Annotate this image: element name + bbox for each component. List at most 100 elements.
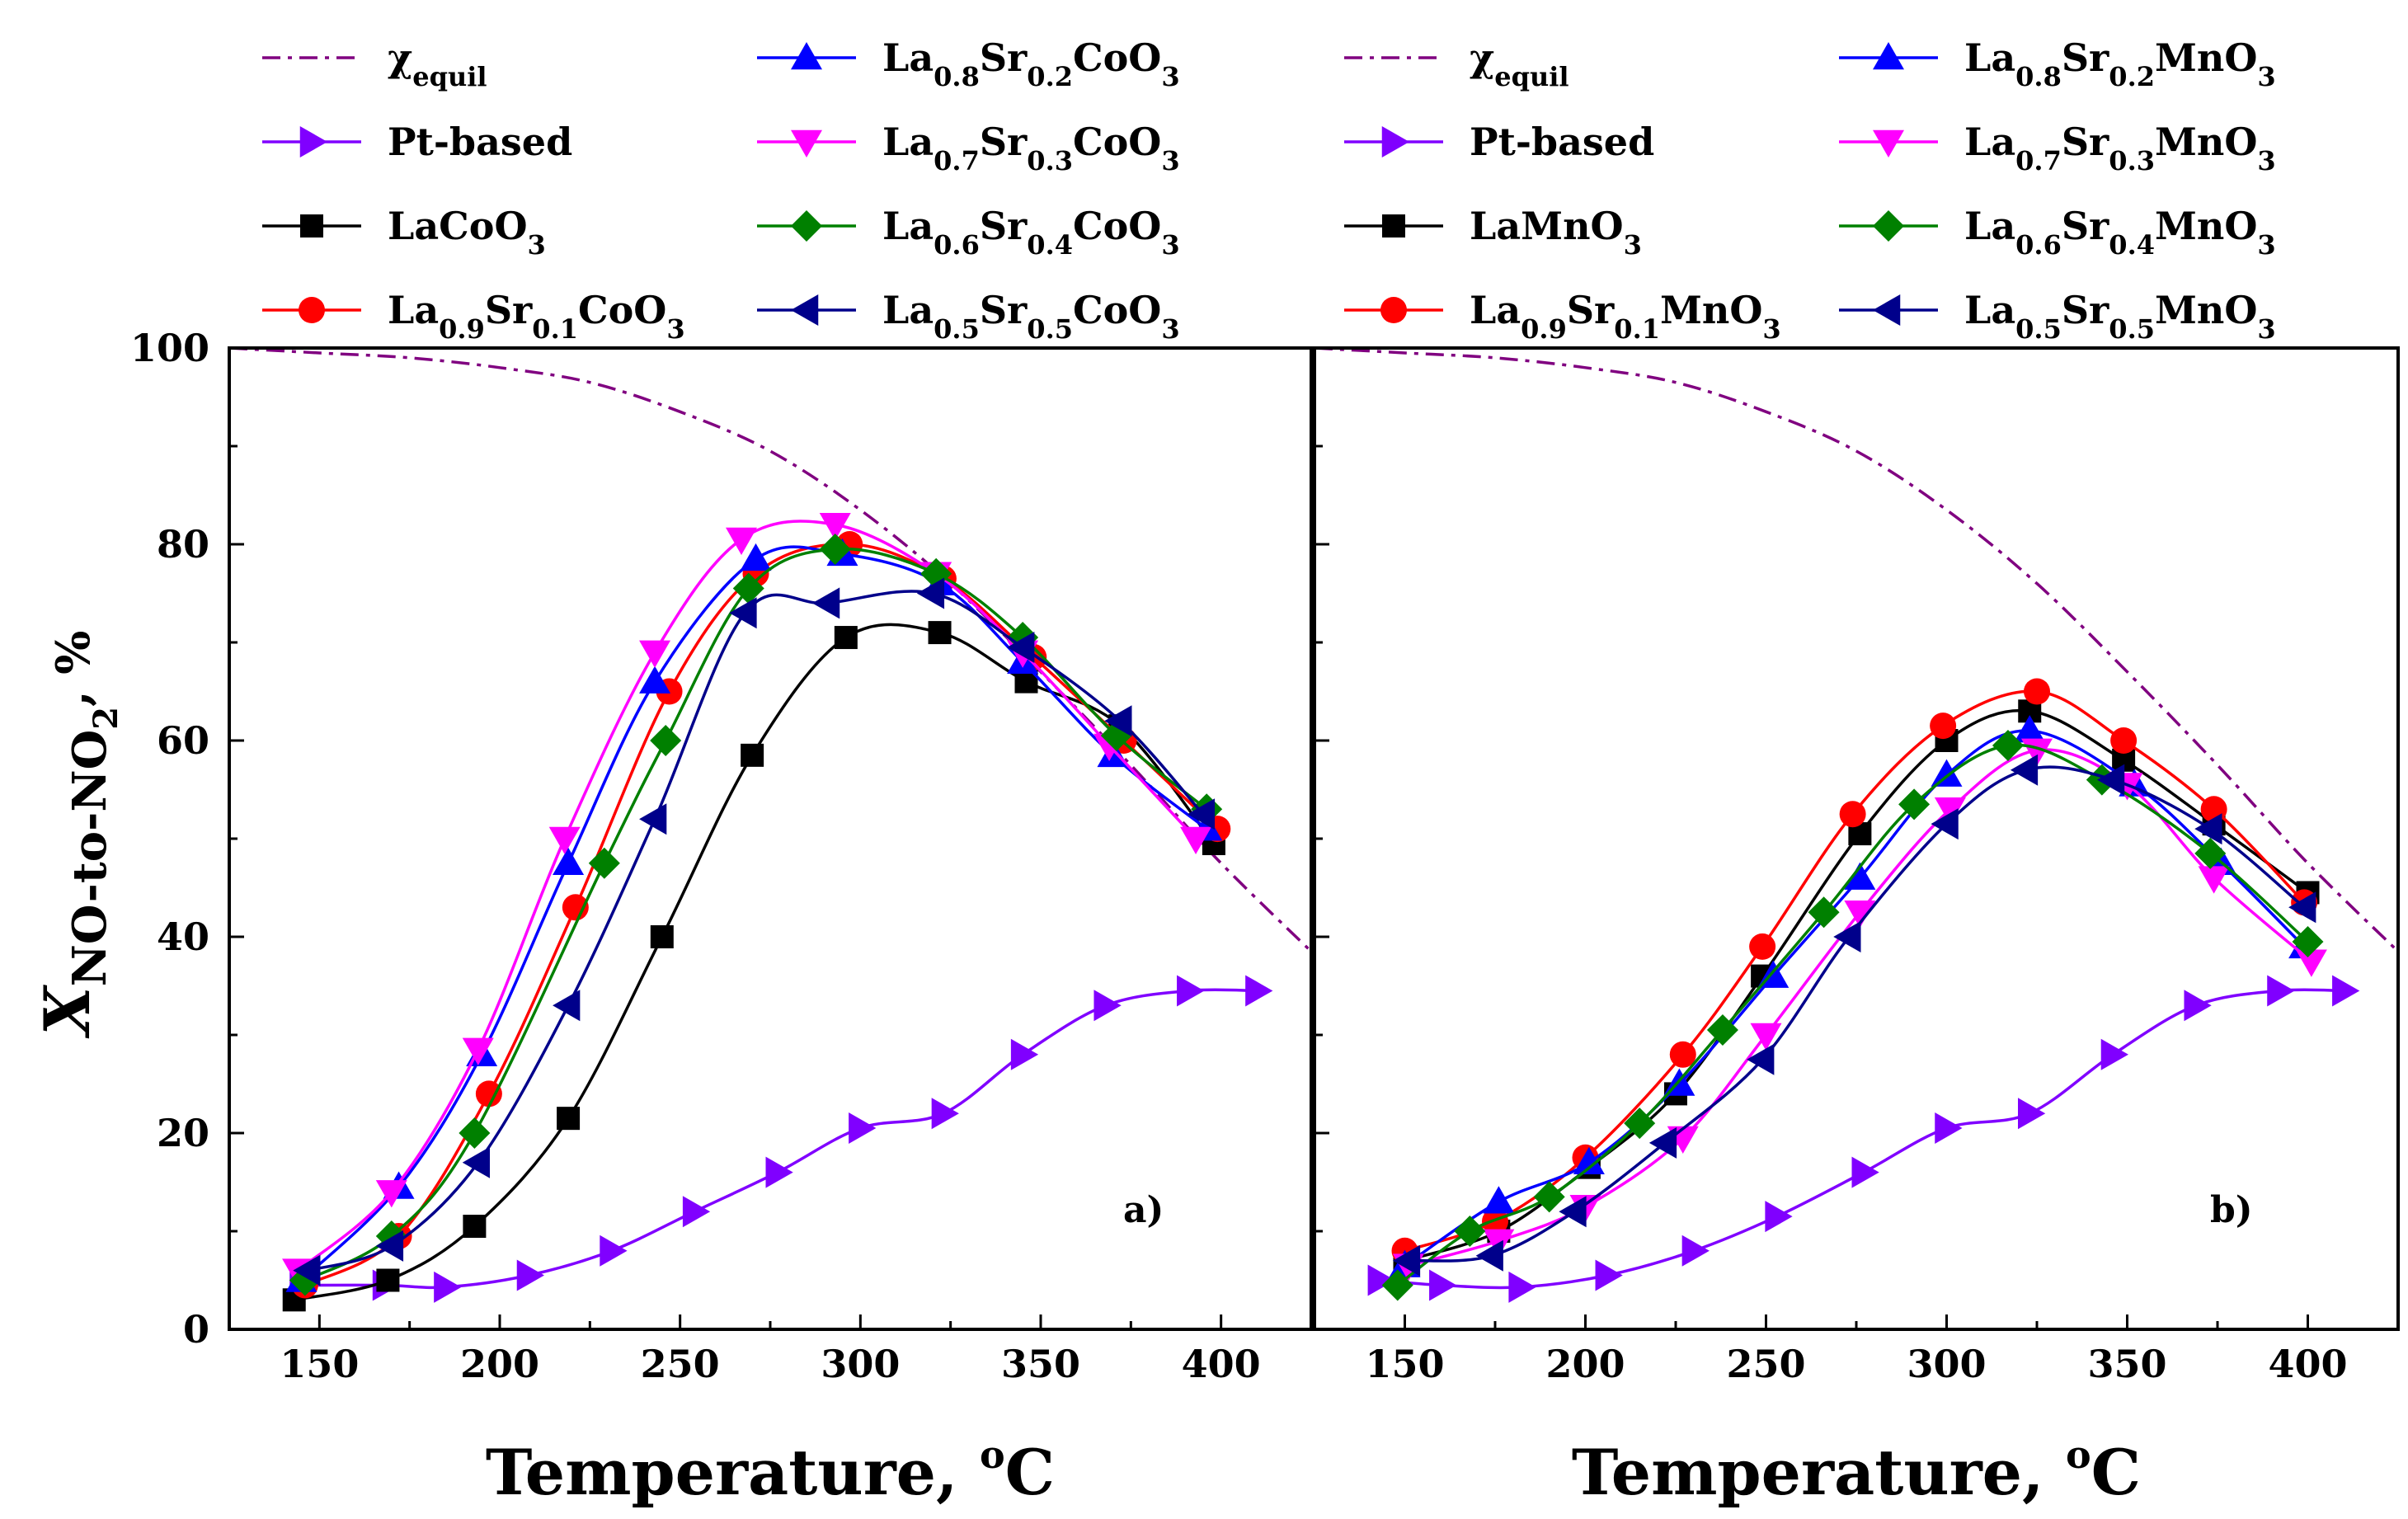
data-point [2332, 975, 2360, 1007]
data-point [849, 1112, 877, 1145]
panel-label: b) [2210, 1189, 2253, 1231]
data-point [562, 894, 589, 921]
data-point [1833, 921, 1861, 952]
data-point [1898, 788, 1931, 821]
data-point [553, 990, 581, 1022]
legend-label: La0.6Sr0.4MnO3 [1964, 204, 2276, 261]
legend-item: Pt-based [262, 120, 572, 164]
legend-marker [1380, 297, 1407, 323]
legend-item: La0.5Sr0.5CoO3 [757, 288, 1180, 345]
equilibrium-curve [1315, 348, 2398, 953]
legend-marker [299, 297, 325, 323]
data-point [462, 1037, 494, 1065]
panel-label: a) [1123, 1189, 1164, 1231]
series-La0.5Sr0.5MnO3 [1392, 754, 2316, 1277]
data-point [2295, 949, 2327, 977]
data-point [740, 543, 772, 571]
y-tick-label: 100 [130, 326, 209, 370]
series-LaCoO3 [282, 621, 1225, 1312]
data-point [1750, 1023, 1782, 1051]
x-tick-label: 200 [1545, 1342, 1625, 1386]
x-tick-label: 250 [1726, 1342, 1805, 1386]
data-point [516, 1259, 544, 1291]
legend-label: La0.8Sr0.2MnO3 [1964, 35, 2276, 92]
data-point [2010, 754, 2039, 786]
legend-marker [300, 214, 323, 237]
data-point [682, 1196, 711, 1228]
legend-marker [1873, 294, 1901, 326]
data-point [459, 1117, 491, 1149]
data-point [2184, 990, 2212, 1022]
series-Pt-based [289, 975, 1273, 1303]
legend-item: La0.9Sr0.1CoO3 [262, 288, 685, 345]
data-point [1624, 1108, 1656, 1140]
data-point [1839, 801, 1866, 828]
data-point [462, 1146, 491, 1178]
data-point [1595, 1259, 1623, 1291]
y-tick-label: 60 [157, 718, 209, 763]
data-point [1931, 759, 1963, 787]
data-point [639, 640, 671, 668]
data-point [2110, 727, 2138, 754]
data-point [1483, 1186, 1515, 1214]
data-point [600, 1234, 628, 1267]
legend-marker [791, 210, 822, 242]
legend-label: χequil [1470, 35, 1569, 92]
legend-marker [1873, 42, 1904, 70]
data-point [2017, 1098, 2046, 1130]
legend-item: La0.6Sr0.4MnO3 [1839, 204, 2276, 261]
legend-marker [1381, 126, 1409, 158]
data-point [1749, 933, 1776, 960]
data-point [1765, 1201, 1793, 1233]
y-axis-title-text: XNO-to-NO2, % [31, 631, 125, 1039]
data-point [1706, 1014, 1738, 1046]
data-point [475, 1080, 502, 1108]
legend-marker [791, 294, 819, 326]
legend-b: χequil Pt-based LaMnO3 La0.9Sr0.1MnO3 La0.8S… [1344, 35, 2276, 345]
series-line [300, 545, 1208, 1282]
data-point [2194, 837, 2227, 869]
data-point [811, 587, 840, 619]
data-point [650, 725, 682, 756]
legend-item: χequil [1344, 35, 1569, 92]
data-point [2194, 813, 2222, 845]
data-point [2292, 925, 2324, 957]
data-point [1177, 975, 1205, 1007]
series-line [304, 547, 1208, 1282]
series-Pt-based [1367, 975, 2360, 1303]
data-point [375, 1230, 404, 1262]
data-point [1533, 1181, 1565, 1213]
legend-item: Pt-based [1344, 120, 1654, 164]
data-point [2014, 715, 2046, 743]
y-axis-title: XNO-to-NO2, % [31, 631, 125, 1039]
data-point [1681, 1234, 1710, 1267]
data-point [2096, 764, 2125, 796]
legend-item: La0.9Sr0.1MnO3 [1344, 288, 1781, 345]
x-tick-label: 400 [1182, 1342, 1261, 1386]
legend-item: La0.8Sr0.2CoO3 [757, 35, 1180, 92]
data-point [834, 626, 858, 650]
data-point [2100, 1038, 2128, 1070]
legend-marker [299, 126, 327, 158]
legend-marker [791, 129, 822, 158]
data-point [1104, 705, 1132, 737]
legend-label: La0.6Sr0.4CoO3 [882, 204, 1180, 261]
data-point [1508, 1271, 1536, 1303]
legend-label: Pt-based [1470, 120, 1654, 164]
legend-label: χequil [388, 35, 487, 92]
legend-item: La0.6Sr0.4CoO3 [757, 204, 1180, 261]
data-point [463, 1215, 487, 1239]
legend-item: La0.7Sr0.3MnO3 [1839, 120, 2276, 176]
data-point [819, 533, 851, 565]
series-line [308, 590, 1205, 1272]
legend-label: La0.7Sr0.3MnO3 [1964, 120, 2276, 176]
data-point [434, 1271, 462, 1303]
x-tick-label: 150 [1365, 1342, 1444, 1386]
series-La0.6Sr0.4MnO3 [1381, 729, 2324, 1301]
y-tick-label: 80 [157, 522, 209, 567]
x-tick-label: 350 [2087, 1342, 2166, 1386]
legend-label: La0.8Sr0.2CoO3 [882, 35, 1180, 92]
series-La0.8Sr0.2CoO3 [285, 538, 1223, 1292]
data-point [1180, 826, 1212, 854]
legend-item: LaMnO3 [1344, 204, 1642, 261]
